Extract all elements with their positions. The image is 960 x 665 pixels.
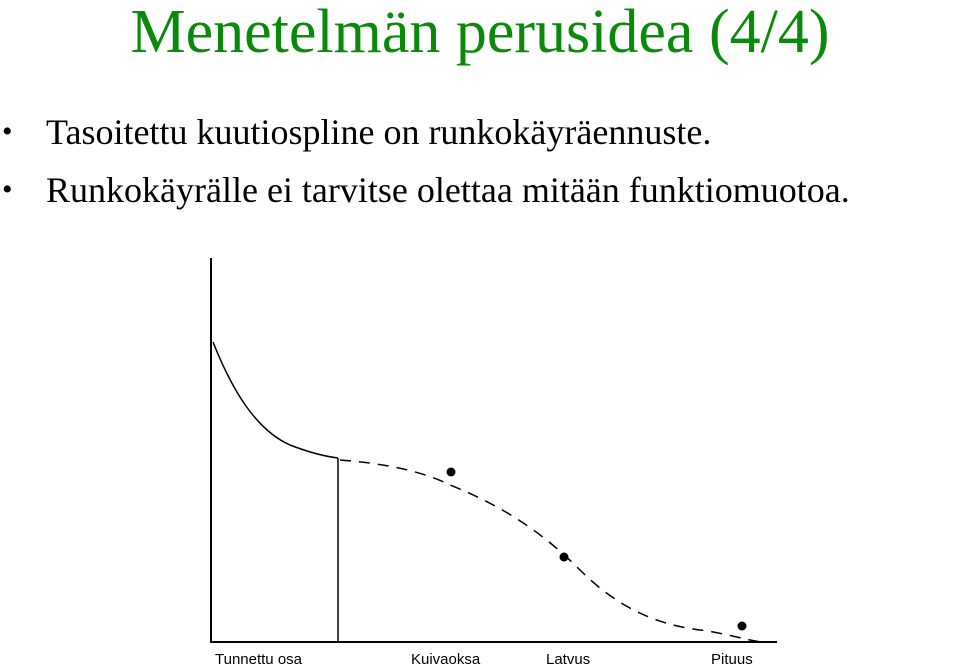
spline-prediction-curve: [339, 459, 763, 643]
bullet-item: • Runkokäyrälle ei tarvitse olettaa mitä…: [0, 166, 960, 214]
x-label-latvus: Latvus: [546, 651, 590, 665]
observation-point: [737, 621, 747, 631]
bullet-item: • Tasoitettu kuutiospline on runkokäyräe…: [0, 108, 960, 156]
x-label-pituus: Pituus: [711, 651, 753, 665]
bullet-text: Runkokäyrälle ei tarvitse olettaa mitään…: [46, 170, 850, 210]
observation-point: [559, 552, 569, 562]
bullet-dot: •: [2, 115, 13, 148]
x-label-kuivaoksa: Kuivaoksa: [411, 651, 481, 665]
bullet-text: Tasoitettu kuutiospline on runkokäyräenn…: [46, 112, 712, 152]
known-part-curve: [212, 341, 339, 459]
bullet-dot: •: [2, 173, 13, 206]
x-label-tunnettu-osa: Tunnettu osa: [215, 651, 303, 665]
page-title: Menetelmän perusidea (4/4): [130, 0, 830, 66]
observation-point: [446, 467, 456, 477]
